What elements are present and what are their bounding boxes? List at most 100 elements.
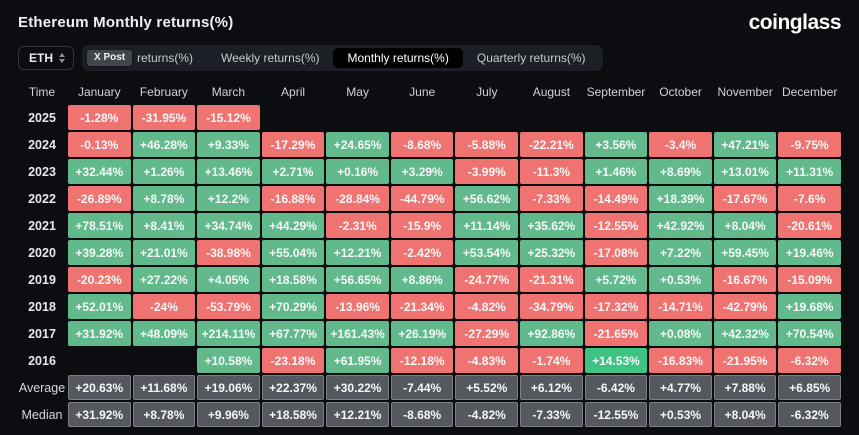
return-cell: +47.21% bbox=[713, 132, 777, 157]
return-cell: +26.19% bbox=[390, 321, 454, 346]
return-cell: -6.32% bbox=[778, 402, 841, 427]
return-cell: +10.58% bbox=[197, 348, 260, 373]
empty-cell bbox=[778, 105, 841, 130]
column-header-april: April bbox=[281, 85, 306, 99]
tab-weekly-returns[interactable]: Weekly returns(%) bbox=[221, 51, 320, 65]
return-cell: -16.67% bbox=[713, 267, 777, 292]
return-cell: +48.09% bbox=[132, 321, 196, 346]
return-cell: +70.54% bbox=[778, 321, 841, 346]
return-cell: -20.23% bbox=[68, 267, 131, 292]
x-post-badge[interactable]: X Post bbox=[87, 50, 133, 66]
column-header-february: February bbox=[139, 85, 188, 99]
return-cell: +161.43% bbox=[326, 321, 389, 346]
row-label-2016: 2016 bbox=[28, 353, 56, 368]
return-cell: +8.04% bbox=[713, 402, 777, 427]
return-cell: +31.92% bbox=[68, 402, 131, 427]
return-cell: -14.71% bbox=[649, 294, 712, 319]
return-cell: -24.77% bbox=[455, 267, 519, 292]
return-cell: +92.86% bbox=[520, 321, 583, 346]
return-cell: -4.82% bbox=[455, 294, 519, 319]
return-cell: -13.96% bbox=[326, 294, 389, 319]
return-cell: +214.11% bbox=[197, 321, 260, 346]
return-cell: +19.68% bbox=[778, 294, 841, 319]
return-cell: -5.88% bbox=[455, 132, 519, 157]
empty-cell bbox=[262, 105, 325, 130]
symbol-select[interactable]: ETH bbox=[18, 46, 74, 70]
returns-tab-group: returns(%) X Post Weekly returns(%) Monthly… bbox=[82, 45, 603, 71]
return-cell: +53.54% bbox=[455, 240, 519, 265]
return-cell: -8.68% bbox=[390, 402, 454, 427]
return-cell: +4.77% bbox=[649, 375, 712, 400]
return-cell: +21.01% bbox=[132, 240, 196, 265]
return-cell: +20.63% bbox=[68, 375, 131, 400]
return-cell: -4.82% bbox=[455, 402, 519, 427]
empty-cell bbox=[714, 105, 777, 130]
tab-quarterly-returns[interactable]: Quarterly returns(%) bbox=[476, 51, 586, 65]
empty-cell bbox=[133, 348, 196, 373]
return-cell: +7.88% bbox=[713, 375, 777, 400]
top-bar: Ethereum Monthly returns(%) coinglass bbox=[18, 10, 842, 34]
return-cell: +8.86% bbox=[390, 267, 454, 292]
tab-returns[interactable]: returns(%) X Post bbox=[85, 48, 207, 68]
return-cell: +59.45% bbox=[713, 240, 777, 265]
return-cell: -7.6% bbox=[778, 186, 841, 211]
return-cell: +0.53% bbox=[649, 267, 712, 292]
return-cell: -17.29% bbox=[261, 132, 325, 157]
return-cell: -20.61% bbox=[778, 213, 841, 238]
return-cell: -17.08% bbox=[584, 240, 648, 265]
return-cell: -14.49% bbox=[584, 186, 648, 211]
return-cell: +78.51% bbox=[68, 213, 131, 238]
return-cell: -7.33% bbox=[520, 402, 583, 427]
return-cell: +70.29% bbox=[261, 294, 325, 319]
return-cell: +8.41% bbox=[132, 213, 196, 238]
return-cell: +31.92% bbox=[68, 321, 131, 346]
return-cell: +6.85% bbox=[778, 375, 841, 400]
return-cell: -17.32% bbox=[584, 294, 648, 319]
return-cell: +55.04% bbox=[261, 240, 325, 265]
return-cell: -12.55% bbox=[584, 402, 648, 427]
return-cell: -26.89% bbox=[68, 186, 131, 211]
return-cell: +7.22% bbox=[649, 240, 712, 265]
row-label-2017: 2017 bbox=[28, 326, 56, 341]
return-cell: -44.79% bbox=[390, 186, 454, 211]
return-cell: -53.79% bbox=[197, 294, 260, 319]
empty-cell bbox=[391, 105, 454, 130]
return-cell: +42.32% bbox=[713, 321, 777, 346]
return-cell: +44.29% bbox=[261, 213, 325, 238]
return-cell: +5.52% bbox=[455, 375, 519, 400]
column-header-august: August bbox=[532, 85, 571, 99]
empty-cell bbox=[455, 105, 518, 130]
return-cell: +3.56% bbox=[584, 132, 648, 157]
chevron-updown-icon bbox=[59, 53, 65, 63]
return-cell: -42.79% bbox=[713, 294, 777, 319]
return-cell: -12.18% bbox=[390, 348, 454, 373]
return-cell: -4.83% bbox=[455, 348, 519, 373]
return-cell: +30.22% bbox=[326, 375, 389, 400]
return-cell: +8.78% bbox=[132, 402, 196, 427]
return-cell: +39.28% bbox=[68, 240, 131, 265]
return-cell: +12.21% bbox=[326, 402, 389, 427]
coinglass-logo[interactable]: coinglass bbox=[748, 11, 842, 34]
return-cell: -7.44% bbox=[390, 375, 454, 400]
return-cell: +8.04% bbox=[713, 213, 777, 238]
return-cell: -23.18% bbox=[261, 348, 325, 373]
return-cell: +22.37% bbox=[261, 375, 325, 400]
return-cell: +18.39% bbox=[649, 186, 712, 211]
controls-row: ETH returns(%) X Post Weekly returns(%) Mon… bbox=[18, 45, 841, 71]
column-header-time: Time bbox=[28, 85, 56, 99]
return-cell: -15.9% bbox=[390, 213, 454, 238]
symbol-select-value: ETH bbox=[29, 51, 53, 65]
column-header-january: January bbox=[77, 85, 121, 99]
return-cell: +24.65% bbox=[326, 132, 389, 157]
return-cell: +32.44% bbox=[68, 159, 131, 184]
column-header-september: September bbox=[586, 85, 646, 99]
tab-monthly-returns[interactable]: Monthly returns(%) bbox=[333, 48, 463, 68]
return-cell: +0.53% bbox=[649, 402, 712, 427]
row-label-2023: 2023 bbox=[28, 164, 56, 179]
return-cell: +9.96% bbox=[197, 402, 260, 427]
empty-cell bbox=[585, 105, 648, 130]
return-cell: -15.09% bbox=[778, 267, 841, 292]
return-cell: +27.22% bbox=[132, 267, 196, 292]
row-label-2020: 2020 bbox=[28, 245, 56, 260]
return-cell: +1.26% bbox=[132, 159, 196, 184]
